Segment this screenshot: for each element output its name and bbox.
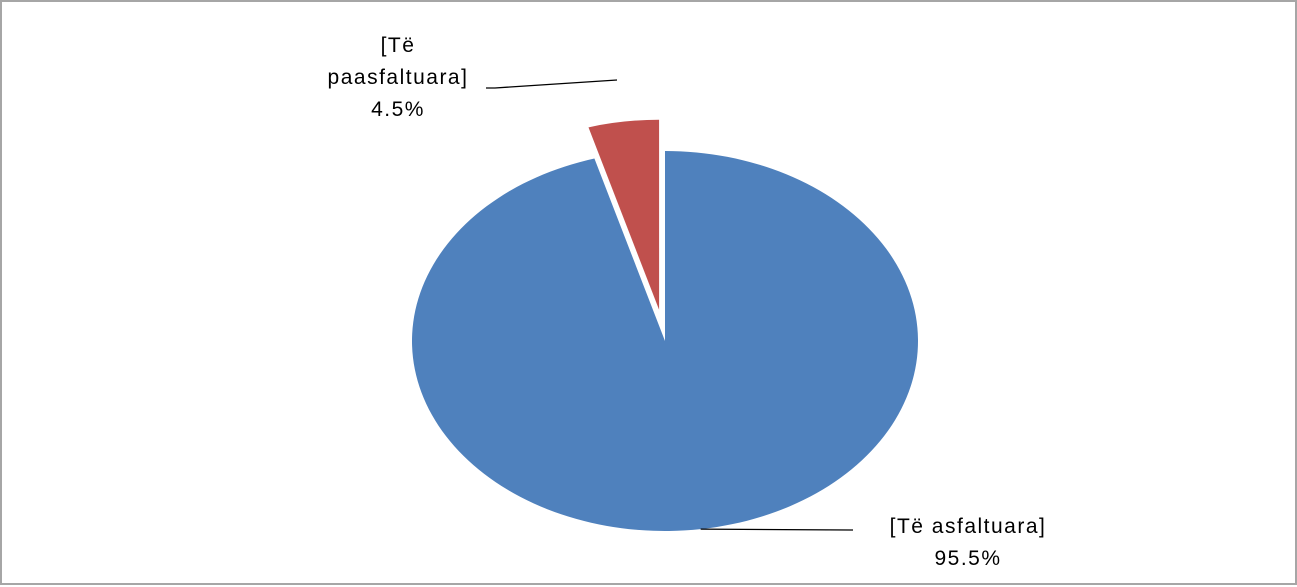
slice-value-asfaltuara: 95.5% [934, 547, 1001, 570]
leader-line-paasfaltuara [486, 79, 618, 89]
slice-asfaltuara [412, 151, 918, 531]
leader-lines [486, 79, 853, 531]
data-label-asfaltuara: [Të asfaltuara] 95.5% [890, 515, 1047, 570]
data-label-paasfaltuara: [Të paasfaltuara] 4.5% [328, 34, 469, 121]
leader-line-asfaltuara [700, 528, 853, 531]
slice-paasfaltuara [588, 119, 660, 310]
slice-label-asfaltuara-line-1: [Të asfaltuara] [890, 515, 1047, 538]
slice-label-paasfaltuara-line-1: [Të [381, 34, 416, 57]
slice-value-paasfaltuara: 4.5% [371, 98, 425, 121]
pie-slices [412, 119, 918, 531]
slice-label-paasfaltuara-line-2: paasfaltuara] [328, 66, 469, 89]
